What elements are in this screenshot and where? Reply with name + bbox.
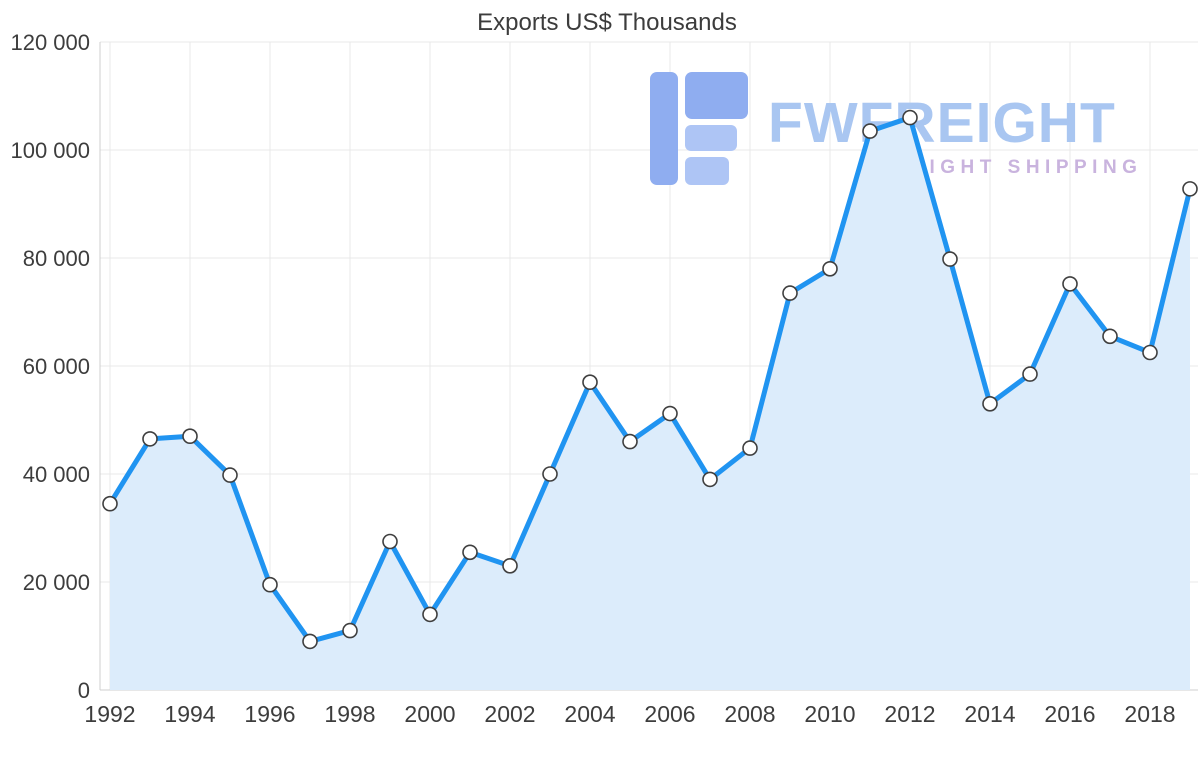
data-point-marker xyxy=(1102,328,1118,345)
x-axis-label: 2012 xyxy=(884,701,935,727)
x-axis-label: 2000 xyxy=(404,701,455,727)
data-point-marker xyxy=(262,576,278,593)
x-axis-label: 2018 xyxy=(1124,701,1175,727)
y-axis-label: 80 000 xyxy=(23,246,90,271)
data-point-marker xyxy=(422,606,438,623)
watermark-logo-icon xyxy=(685,125,737,151)
x-axis-label: 2002 xyxy=(484,701,535,727)
series-line xyxy=(107,115,1193,644)
x-axis-label: 2014 xyxy=(964,701,1015,727)
x-axis-label: 1996 xyxy=(244,701,295,727)
data-point-marker xyxy=(622,433,638,450)
watermark-tagline: FREIGHT SHIPPING xyxy=(875,157,1142,178)
watermark-brand: FWFREIGHT xyxy=(768,91,1116,155)
chart-title: Exports US$ Thousands xyxy=(477,9,737,36)
data-point-marker xyxy=(662,405,678,422)
data-point-marker xyxy=(542,466,558,482)
data-point-marker xyxy=(582,374,598,391)
data-point-marker xyxy=(702,471,718,488)
x-axis-label: 2016 xyxy=(1044,701,1095,727)
data-point-marker xyxy=(1062,276,1078,292)
data-point-marker xyxy=(902,109,918,126)
data-point-marker xyxy=(462,544,478,561)
data-point-marker xyxy=(1182,181,1198,197)
data-point-marker xyxy=(1142,344,1158,361)
data-point-marker xyxy=(102,495,118,512)
data-point-marker xyxy=(782,285,798,301)
data-point-marker xyxy=(862,123,878,139)
data-point-marker xyxy=(942,251,958,267)
data-point-marker xyxy=(502,557,518,574)
data-point-marker xyxy=(1022,366,1038,382)
y-axis-label: 60 000 xyxy=(23,354,90,379)
data-point-marker xyxy=(302,633,318,650)
x-axis-label: 2004 xyxy=(564,701,615,727)
y-axis-label: 120 000 xyxy=(10,30,90,55)
x-axis-label: 2008 xyxy=(724,701,775,727)
data-point-marker xyxy=(742,440,758,456)
y-axis-label: 100 000 xyxy=(10,138,90,163)
y-axis-label: 20 000 xyxy=(23,570,90,595)
x-axis-label: 1992 xyxy=(84,701,135,727)
watermark-logo-icon xyxy=(685,157,729,185)
data-point-marker xyxy=(982,395,998,412)
watermark-logo-icon xyxy=(650,72,678,185)
data-point-marker xyxy=(342,622,358,639)
y-axis-label: 0 xyxy=(78,678,90,703)
area-fill xyxy=(110,117,1190,691)
data-point-marker xyxy=(382,533,398,550)
x-axis-label: 2010 xyxy=(804,701,855,727)
x-axis-label: 2006 xyxy=(644,701,695,727)
watermark-logo-icon xyxy=(685,72,748,119)
data-point-marker xyxy=(182,428,198,445)
x-axis-label: 1998 xyxy=(324,701,375,727)
data-point-marker xyxy=(142,431,158,447)
y-axis-label: 40 000 xyxy=(23,462,90,487)
data-point-marker xyxy=(822,260,838,277)
x-axis-label: 1994 xyxy=(164,701,215,727)
data-point-marker xyxy=(222,467,238,483)
